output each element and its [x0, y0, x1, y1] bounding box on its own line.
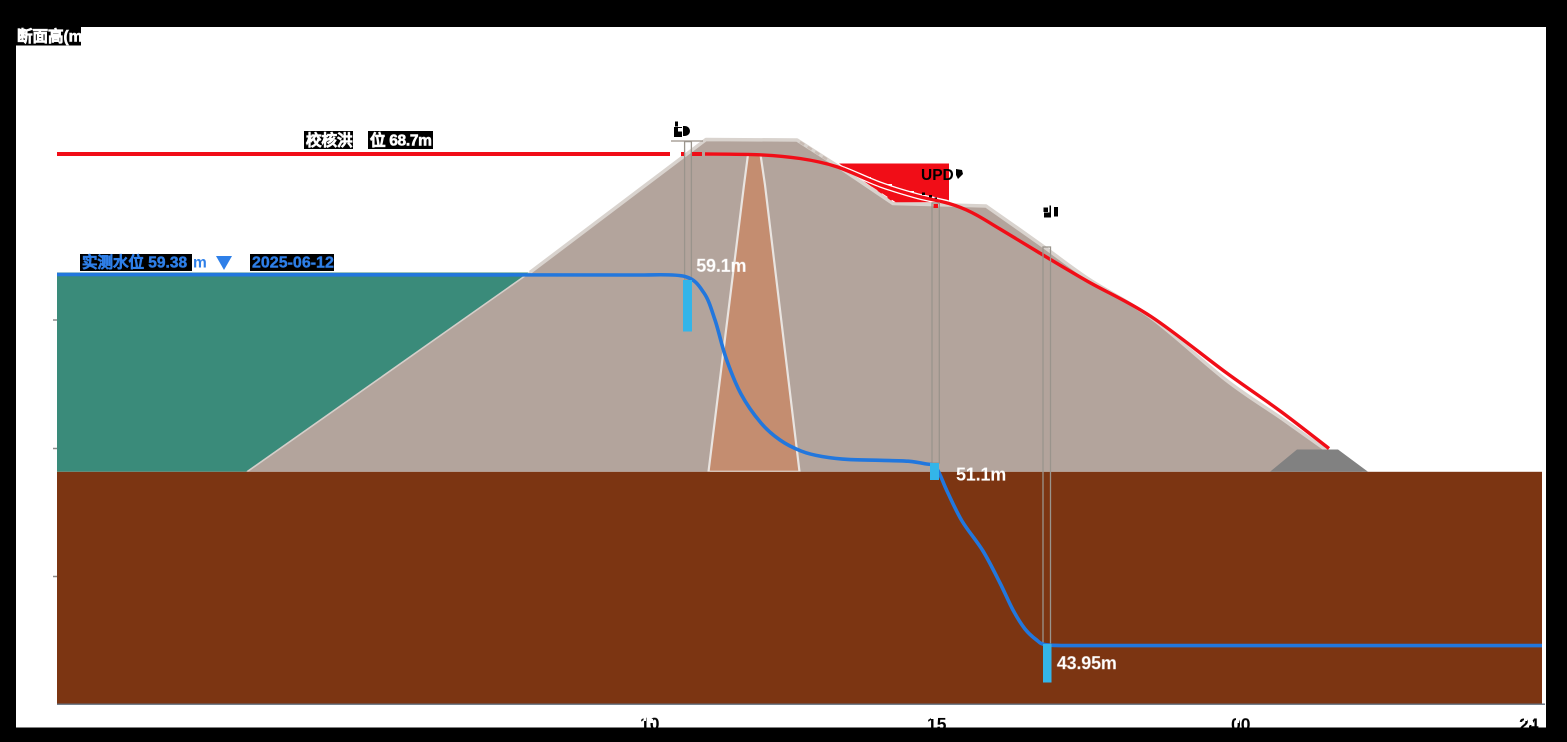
svg-text:断面高(m: 断面高(m — [17, 26, 82, 45]
svg-text:校核洪: 校核洪 — [306, 130, 353, 149]
svg-text:位 68.7m: 位 68.7m — [370, 130, 432, 149]
svg-text:51.1m: 51.1m — [956, 465, 1006, 485]
svg-text:实测水位 59.38: 实测水位 59.38 — [82, 252, 187, 271]
svg-text:m: m — [193, 254, 207, 271]
svg-text:2025-06-12: 2025-06-12 — [252, 254, 334, 271]
svg-text:43.95m: 43.95m — [1057, 653, 1117, 673]
svg-text:59.1m: 59.1m — [696, 256, 746, 276]
svg-text:UPD: UPD — [921, 167, 954, 184]
